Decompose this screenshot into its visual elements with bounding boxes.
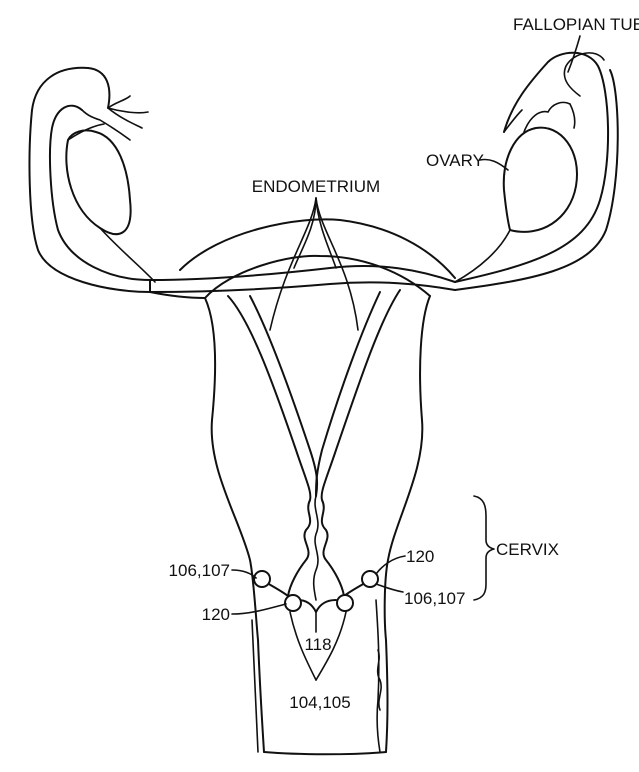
right-ovary <box>504 128 577 232</box>
endometrium-label: ENDOMETRIUM <box>252 177 380 196</box>
ovary-label: OVARY <box>426 151 484 170</box>
uterus-fundus <box>150 219 455 298</box>
left-fallopian-tube <box>30 68 150 292</box>
ref-118: 118 <box>304 635 331 654</box>
endometrial-cavity <box>228 290 400 612</box>
nodule-left-inner <box>285 595 301 611</box>
nodule-left-outer <box>254 571 270 587</box>
ref-104-105: 104,105 <box>289 693 350 712</box>
cervix-label: CERVIX <box>496 540 559 559</box>
nodules <box>254 571 378 611</box>
ref-106-107-right: 106,107 <box>404 589 465 608</box>
nodule-right-inner <box>337 595 353 611</box>
ref-120-left: 120 <box>202 605 230 624</box>
ref-106-107-left: 106,107 <box>169 561 230 580</box>
fallopian-tube-label: FALLOPIAN TUBE <box>513 15 639 34</box>
right-fallopian-tube <box>455 53 618 290</box>
endometrium-leaders <box>270 198 358 330</box>
ref-120-right: 120 <box>406 547 434 566</box>
cervix-bracket <box>474 496 494 600</box>
